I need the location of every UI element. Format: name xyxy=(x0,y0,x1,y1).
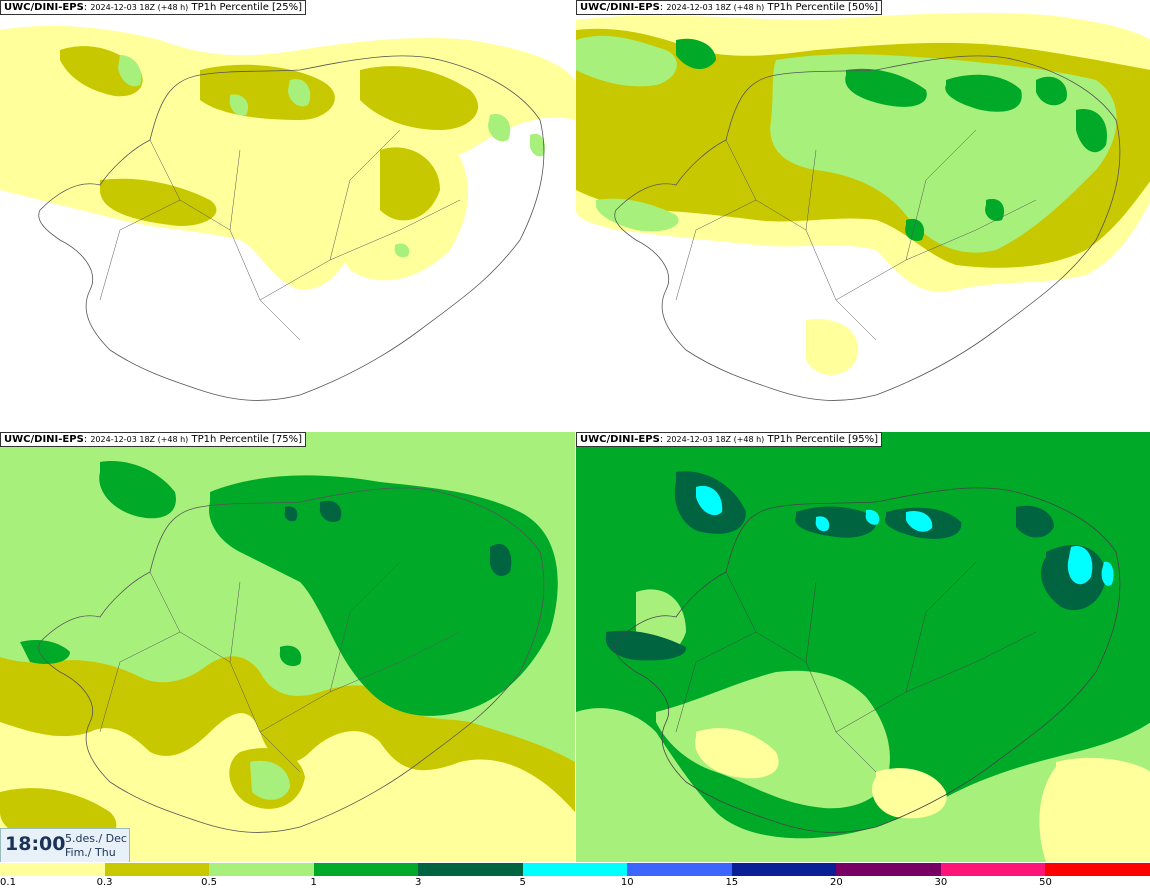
valid-time-box: 18:00 5.des./ Dec Fim./ Thu xyxy=(0,828,130,864)
run-info: 2024-12-03 18Z (+48 h) xyxy=(90,435,189,444)
valid-time: 18:00 xyxy=(5,833,66,855)
panel-title: UWC/DINI-EPS: 2024-12-03 18Z (+48 h) TP1… xyxy=(576,0,883,15)
map-panel-p25: UWC/DINI-EPS: 2024-12-03 18Z (+48 h) TP1… xyxy=(0,0,575,430)
legend-swatch xyxy=(1045,863,1150,876)
field-name: TP1h Percentile [95%] xyxy=(767,434,879,445)
legend-tick-label: 0.5 xyxy=(201,877,218,888)
panel-title: UWC/DINI-EPS: 2024-12-03 18Z (+48 h) TP1… xyxy=(576,432,883,447)
model-name: UWC/DINI-EPS xyxy=(580,2,660,13)
legend-tick-label: 3 xyxy=(414,877,422,888)
map-panel-p50: UWC/DINI-EPS: 2024-12-03 18Z (+48 h) TP1… xyxy=(576,0,1150,430)
legend-swatch xyxy=(209,863,315,876)
map-panel-p95: UWC/DINI-EPS: 2024-12-03 18Z (+48 h) TP1… xyxy=(576,432,1150,862)
precip-map xyxy=(0,0,575,430)
legend-swatch xyxy=(104,863,211,876)
run-info: 2024-12-03 18Z (+48 h) xyxy=(90,3,189,12)
panel-title: UWC/DINI-EPS: 2024-12-03 18Z (+48 h) TP1… xyxy=(0,0,307,15)
legend-swatch xyxy=(627,863,733,876)
legend-swatch xyxy=(836,863,942,876)
legend-swatch xyxy=(940,863,1047,876)
legend-tick-label: 50 xyxy=(1039,877,1052,888)
legend-swatch xyxy=(313,863,420,876)
panel-title: UWC/DINI-EPS: 2024-12-03 18Z (+48 h) TP1… xyxy=(0,432,307,447)
field-name: TP1h Percentile [50%] xyxy=(767,2,879,13)
run-info: 2024-12-03 18Z (+48 h) xyxy=(666,3,765,12)
legend-swatch xyxy=(418,863,524,876)
field-name: TP1h Percentile [75%] xyxy=(191,434,303,445)
model-name: UWC/DINI-EPS xyxy=(580,434,660,445)
field-name: TP1h Percentile [25%] xyxy=(191,2,303,13)
valid-date: 5.des./ Dec xyxy=(65,832,127,845)
legend-tick-label: 1 xyxy=(310,877,317,888)
map-panel-p75: UWC/DINI-EPS: 2024-12-03 18Z (+48 h) TP1… xyxy=(0,432,575,862)
legend-swatch xyxy=(522,863,629,876)
model-name: UWC/DINI-EPS xyxy=(4,434,84,445)
precip-legend: 0.1 0.3 0.5 1 3 5 10 15 20 30 50 xyxy=(0,862,1150,891)
legend-tick-label: 5 xyxy=(519,877,526,888)
legend-tick-label: 0.3 xyxy=(96,877,113,888)
legend-swatch xyxy=(0,863,106,876)
precip-map xyxy=(0,432,575,862)
run-info: 2024-12-03 18Z (+48 h) xyxy=(666,435,765,444)
legend-tick-label: 30 xyxy=(934,877,948,888)
legend-tick-label: 0.1 xyxy=(0,877,16,888)
legend-tick-label: 10 xyxy=(620,877,634,888)
precip-map xyxy=(576,432,1150,862)
precip-map xyxy=(576,0,1150,430)
legend-tick-label: 15 xyxy=(725,877,739,888)
model-name: UWC/DINI-EPS xyxy=(4,2,84,13)
legend-tick-label: 20 xyxy=(829,877,843,888)
legend-swatch xyxy=(731,863,838,876)
valid-weekday: Fim./ Thu xyxy=(65,846,116,859)
